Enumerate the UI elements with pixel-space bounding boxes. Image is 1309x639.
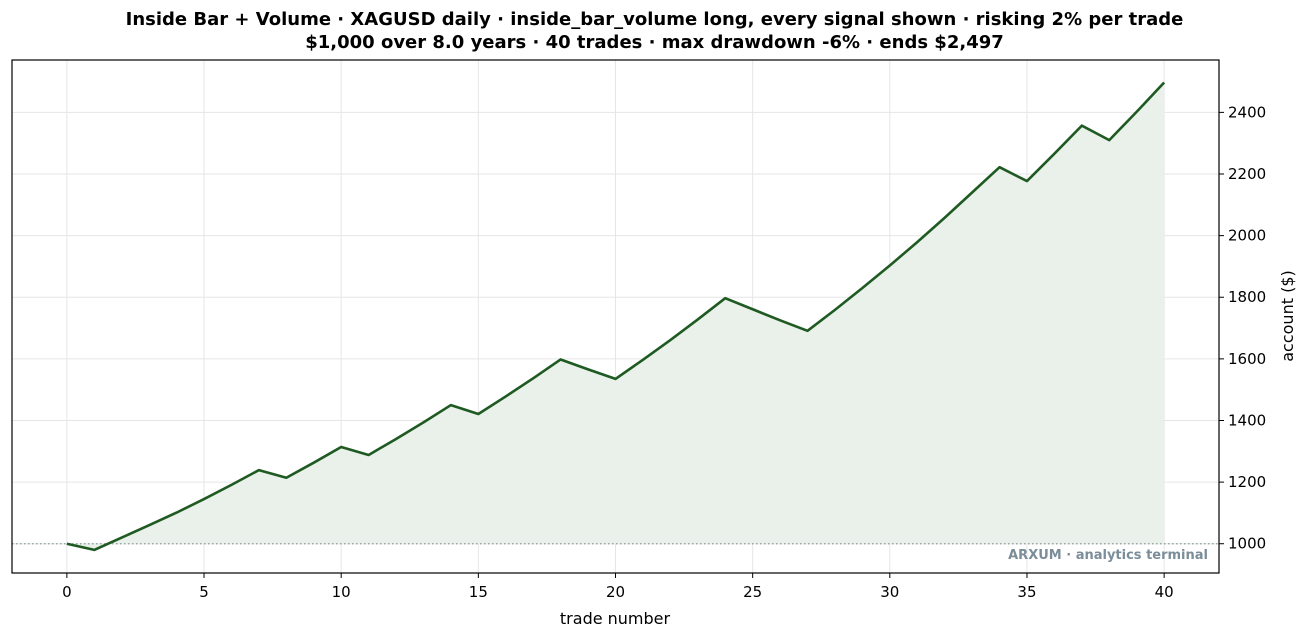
x-tick-label: 10 <box>332 583 351 601</box>
x-tick-label: 25 <box>743 583 762 601</box>
x-axis-label: trade number <box>560 609 671 628</box>
chart-subtitle: $1,000 over 8.0 years · 40 trades · max … <box>305 32 1004 53</box>
chart-title: Inside Bar + Volume · XAGUSD daily · ins… <box>125 9 1184 30</box>
ticks: 0 5 10 15 20 25 30 35 40 1000 1200 1400 1600 1800 2000… <box>62 103 1266 601</box>
x-tick-label: 40 <box>1155 583 1174 601</box>
y-tick-label: 1400 <box>1228 411 1266 429</box>
y-tick-label: 1600 <box>1228 350 1266 368</box>
x-tick-label: 30 <box>880 583 899 601</box>
y-tick-label: 2000 <box>1228 227 1266 245</box>
y-tick-label: 1200 <box>1228 473 1266 491</box>
y-tick-label: 2400 <box>1228 103 1266 121</box>
x-tick-label: 15 <box>469 583 488 601</box>
equity-line <box>66 81 1166 552</box>
x-tick-label: 0 <box>62 583 72 601</box>
plot-frame <box>11 59 1220 574</box>
y-axis-label: account ($) <box>1278 270 1297 362</box>
y-tick-label: 1800 <box>1228 288 1266 306</box>
data-layer <box>12 81 1219 552</box>
x-tick-label: 20 <box>606 583 625 601</box>
equity-area <box>66 82 1165 550</box>
x-tick-label: 5 <box>199 583 209 601</box>
x-tick-label: 35 <box>1017 583 1036 601</box>
y-tick-label: 2200 <box>1228 165 1266 183</box>
watermark-text: ARXUM · analytics terminal <box>1008 548 1208 563</box>
y-tick-label: 1000 <box>1228 535 1266 553</box>
